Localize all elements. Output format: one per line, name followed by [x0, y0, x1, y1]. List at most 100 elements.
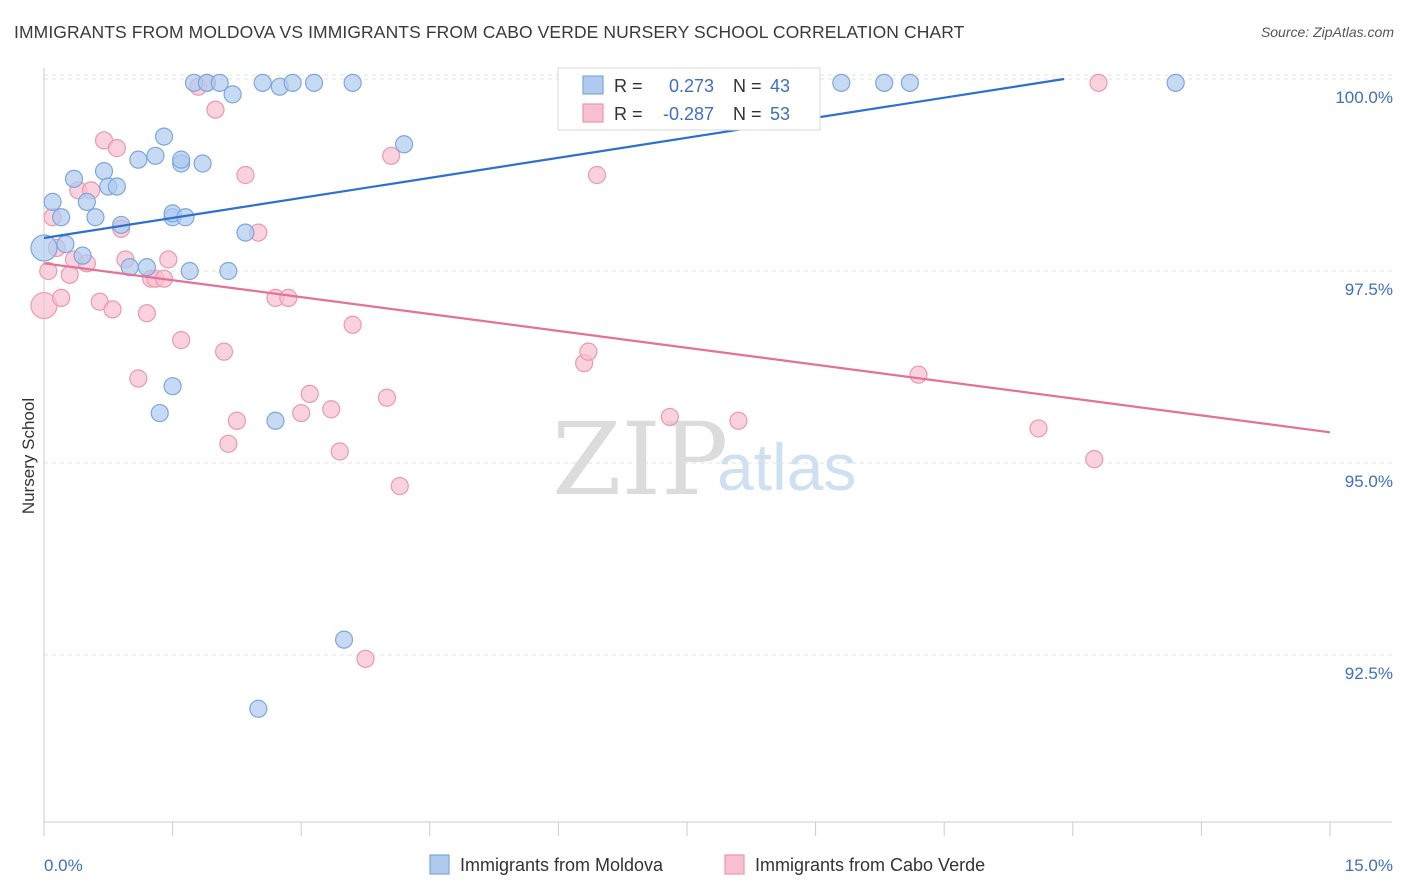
caboverde-point [107, 139, 126, 158]
series-legend: Immigrants from Moldova Immigrants from … [429, 854, 985, 875]
caboverde-point [39, 261, 58, 281]
legend-r-value-moldova: 0.273 [669, 76, 714, 96]
moldova-point [1166, 73, 1185, 92]
caboverde-point [322, 400, 341, 419]
caboverde-point [300, 384, 319, 403]
moldova-point [283, 73, 302, 92]
moldova-point [137, 258, 156, 277]
x-tick-labels: 0.0% 15.0% [44, 856, 1393, 875]
caboverde-point [1029, 419, 1048, 438]
caboverde-point [292, 403, 311, 423]
caboverde-point [214, 342, 234, 361]
caboverde-point [356, 649, 375, 668]
trend-lines [43, 77, 1331, 434]
moldova-point [146, 146, 165, 165]
legend-swatch-caboverde [582, 103, 604, 123]
chart-source: Source: ZipAtlas.com [1260, 24, 1394, 40]
moldova-point [900, 73, 920, 92]
legend-n-label-moldova: N = [733, 76, 762, 96]
moldova-point [73, 246, 92, 265]
moldova-point [43, 192, 62, 211]
moldova-point [30, 234, 58, 262]
caboverde-point [129, 369, 148, 388]
series-legend-swatch-caboverde [724, 854, 745, 875]
y-tick-label: 95.0% [1345, 472, 1393, 491]
caboverde-point [60, 265, 79, 284]
caboverde-point [330, 442, 349, 461]
watermark: ZIP atlas [552, 401, 856, 518]
series-legend-label-caboverde: Immigrants from Cabo Verde [755, 855, 985, 875]
caboverde-point [279, 288, 298, 307]
caboverde-point [206, 100, 225, 119]
x-tick-label: 0.0% [44, 856, 83, 875]
cabo-verde-points [30, 73, 1108, 668]
moldova-point [223, 85, 242, 104]
caboverde-point [159, 250, 178, 269]
axes-layer [43, 68, 1392, 836]
caboverde-trend-line [43, 262, 1331, 434]
moldova-point [875, 73, 894, 92]
caboverde-point [377, 388, 397, 407]
caboverde-point [729, 411, 748, 430]
caboverde-point [52, 288, 71, 307]
y-tick-label: 100.0% [1335, 88, 1393, 107]
moldova-point [266, 411, 285, 430]
moldova-point [52, 208, 71, 227]
legend-r-label-caboverde: R = [614, 104, 643, 124]
moldova-point [154, 127, 174, 146]
legend-swatch-moldova [582, 75, 604, 95]
moldova-point [150, 403, 169, 423]
moldova-point [236, 223, 255, 242]
legend-n-value-caboverde: 53 [770, 104, 790, 124]
caboverde-point [103, 300, 122, 319]
moldova-point [64, 169, 84, 188]
series-legend-label-moldova: Immigrants from Moldova [460, 855, 664, 875]
moldova-point [334, 630, 354, 649]
y-axis-label: Nursery School [19, 398, 38, 514]
grid-layer [44, 74, 1392, 656]
moldova-point [193, 154, 212, 173]
moldova-point [129, 150, 148, 169]
caboverde-point [137, 304, 156, 323]
caboverde-point [1085, 450, 1104, 469]
moldova-trend-line [43, 77, 1065, 240]
moldova-point [86, 208, 105, 227]
moldova-point [249, 699, 268, 718]
caboverde-point [219, 434, 238, 453]
caboverde-point [382, 146, 401, 165]
legend-r-label-moldova: R = [614, 76, 643, 96]
caboverde-point [1089, 73, 1108, 92]
moldova-point [304, 73, 324, 92]
moldova-point [56, 235, 75, 254]
caboverde-point [909, 365, 928, 384]
moldova-point [210, 73, 229, 92]
caboverde-point [236, 165, 255, 185]
y-tick-label: 92.5% [1345, 664, 1393, 683]
caboverde-point [172, 331, 191, 350]
moldova-point [343, 73, 362, 92]
watermark-atlas: atlas [717, 430, 856, 504]
moldova-points [30, 73, 1185, 718]
legend-n-value-moldova: 43 [770, 76, 790, 96]
series-legend-swatch-moldova [429, 854, 450, 875]
caboverde-point [660, 407, 679, 427]
moldova-point [219, 261, 238, 281]
legend-r-value-caboverde: -0.287 [663, 104, 714, 124]
caboverde-point [343, 315, 362, 334]
moldova-point [253, 73, 272, 92]
moldova-point [394, 135, 414, 154]
moldova-point [77, 192, 96, 211]
watermark-zip: ZIP [552, 401, 728, 518]
moldova-point [832, 73, 851, 92]
caboverde-point [390, 476, 409, 496]
legend-n-label-caboverde: N = [733, 104, 762, 124]
moldova-point [94, 162, 114, 181]
caboverde-point [227, 411, 246, 430]
caboverde-point [579, 342, 598, 361]
moldova-point [180, 261, 199, 281]
moldova-point [172, 150, 191, 169]
caboverde-point [587, 165, 607, 185]
y-tick-label: 97.5% [1345, 280, 1393, 299]
chart-title: IMMIGRANTS FROM MOLDOVA VS IMMIGRANTS FR… [14, 22, 965, 42]
